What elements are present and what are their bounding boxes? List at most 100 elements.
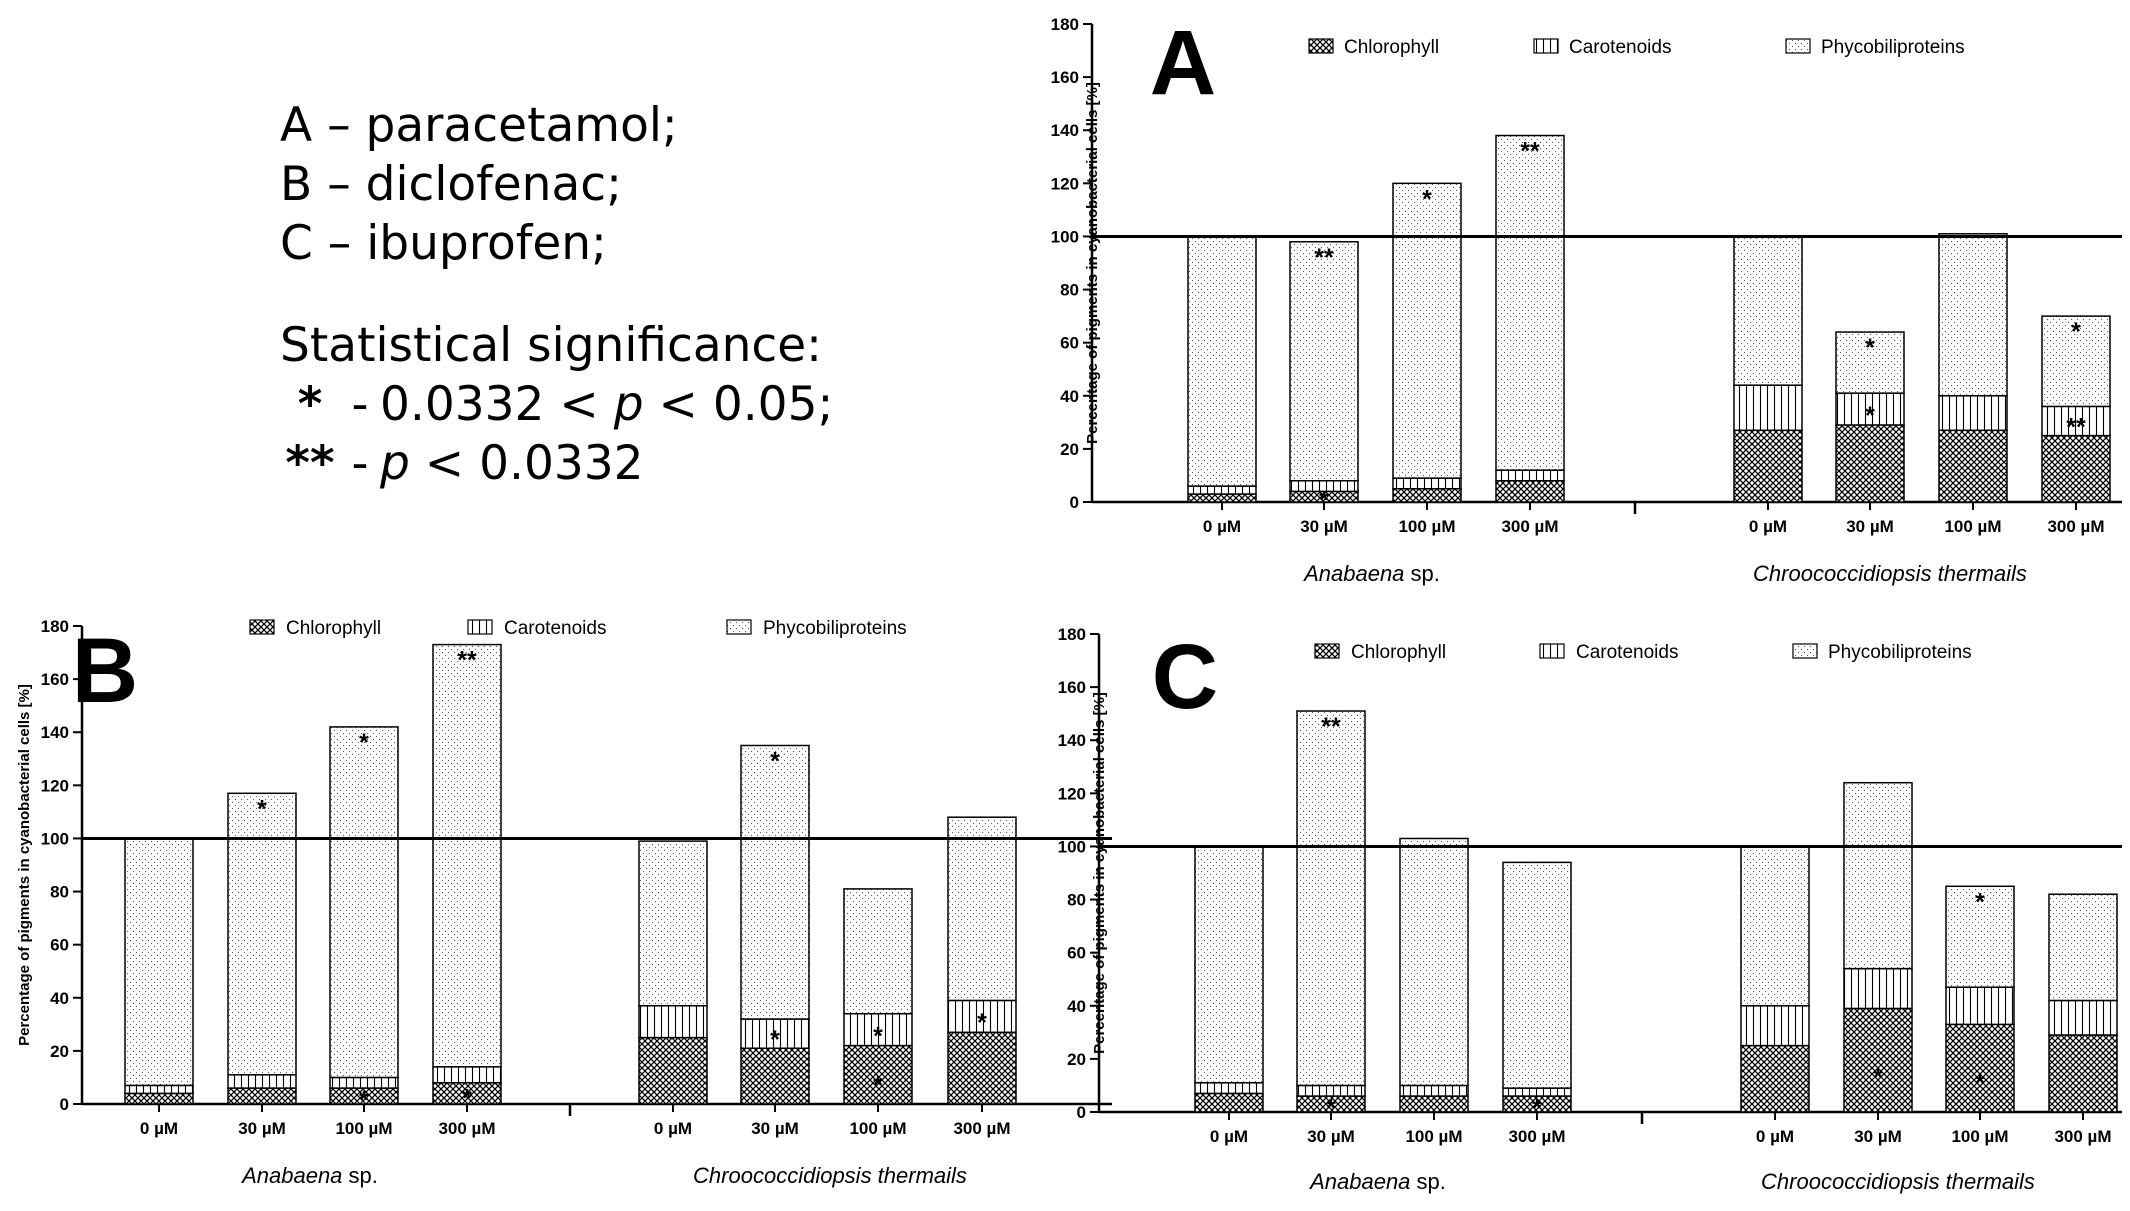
bar-chlorophyll (1843, 1007, 1913, 1113)
legend-label-phycobiliproteins: Phycobiliproteins (1821, 37, 1965, 58)
bar-chlorophyll (1945, 1023, 2015, 1113)
panel-letter-a: A (1150, 12, 1216, 114)
legend-swatch-carotenoids (1539, 643, 1565, 659)
x-tick-label: 100 µM (1405, 1127, 1462, 1146)
y-tick-label: 0 (1070, 493, 1079, 512)
x-tick-label: 30 µM (238, 1119, 286, 1138)
legend-swatch-carotenoids (1533, 38, 1559, 54)
x-tick-label: 300 µM (953, 1119, 1010, 1138)
y-axis-label: Percentage of pigments in cyanobacterial… (1091, 692, 1108, 1054)
x-tick-label: 0 µM (654, 1119, 692, 1138)
y-axis-label: Percentage of pigments in cyanobacterial… (1084, 82, 1101, 444)
significance-marker: * (1326, 1094, 1336, 1122)
bar-chlorophyll (1733, 429, 1803, 503)
bar-phycobiliproteins (843, 888, 913, 1015)
x-tick-label: 30 µM (1854, 1127, 1902, 1146)
bar-phycobiliproteins (1733, 235, 1803, 386)
significance-marker: * (873, 1072, 883, 1100)
y-tick-label: 20 (1067, 1050, 1086, 1069)
significance-marker: ** (2066, 413, 2086, 441)
x-tick-label: 300 µM (1501, 517, 1558, 536)
significance-marker: * (462, 1085, 472, 1113)
significance-marker: * (2071, 318, 2081, 346)
bar-carotenoids (843, 1012, 913, 1047)
bar-carotenoids (1835, 392, 1905, 426)
y-tick-label: 140 (41, 723, 69, 742)
bar-phycobiliproteins (432, 643, 502, 1068)
y-tick-label: 160 (1058, 678, 1086, 697)
y-tick-label: 0 (60, 1095, 69, 1114)
panel-letter-c: C (1152, 626, 1218, 728)
significance-marker: * (1975, 1069, 1985, 1097)
x-tick-label: 100 µM (1951, 1127, 2008, 1146)
legend-label-phycobiliproteins: Phycobiliproteins (763, 618, 907, 639)
x-tick-label: 0 µM (140, 1119, 178, 1138)
y-tick-label: 120 (41, 776, 69, 795)
y-tick-label: 120 (1051, 174, 1079, 193)
x-tick-label: 100 µM (849, 1119, 906, 1138)
significance-marker: * (1422, 185, 1432, 213)
x-tick-label: 300 µM (2047, 517, 2104, 536)
significance-marker: ** (1520, 138, 1540, 166)
bar-phycobiliproteins (1843, 781, 1913, 970)
y-tick-label: 80 (1060, 281, 1079, 300)
y-tick-label: 20 (50, 1042, 69, 1061)
significance-marker: * (1319, 486, 1329, 514)
x-tick-label: 100 µM (1398, 517, 1455, 536)
legend-swatch-chlorophyll (249, 619, 275, 635)
legend-swatch-phycobiliproteins (1792, 643, 1818, 659)
legend-label-carotenoids: Carotenoids (1569, 37, 1671, 58)
bar-carotenoids (947, 999, 1017, 1034)
bar-chlorophyll (2048, 1034, 2118, 1113)
bar-phycobiliproteins (1194, 845, 1264, 1084)
bar-phycobiliproteins (124, 837, 194, 1087)
x-tick-label: 300 µM (2054, 1127, 2111, 1146)
significance-marker: * (770, 1026, 780, 1054)
bar-phycobiliproteins (2041, 315, 2111, 408)
y-tick-label: 140 (1058, 731, 1086, 750)
x-tick-label: 0 µM (1203, 517, 1241, 536)
x-tick-label: 0 µM (1210, 1127, 1248, 1146)
x-tick-label: 0 µM (1756, 1127, 1794, 1146)
y-tick-label: 160 (41, 670, 69, 689)
bar-phycobiliproteins (638, 840, 708, 1007)
bar-carotenoids (2041, 405, 2111, 437)
bar-phycobiliproteins (1495, 134, 1565, 471)
significance-marker: * (1873, 1064, 1883, 1092)
bar-carotenoids (2048, 999, 2118, 1036)
legend-swatch-chlorophyll (1308, 38, 1334, 54)
key-line-a: A – paracetamol; (280, 98, 678, 153)
bar-phycobiliproteins (1945, 885, 2015, 988)
bar-phycobiliproteins (2048, 893, 2118, 1002)
panel-letter-b: B (72, 620, 138, 722)
significance-marker: * (359, 729, 369, 757)
y-tick-label: 180 (1051, 15, 1079, 34)
group-label: Anabaena sp. (1302, 561, 1440, 586)
significance-title: Statistical significance: (280, 318, 823, 373)
legend-swatch-phycobiliproteins (1785, 38, 1811, 54)
y-tick-label: 160 (1051, 68, 1079, 87)
y-tick-label: 40 (50, 989, 69, 1008)
bar-phycobiliproteins (1740, 845, 1810, 1007)
y-tick-label: 120 (1058, 784, 1086, 803)
y-tick-label: 60 (50, 936, 69, 955)
y-tick-label: 40 (1060, 387, 1079, 406)
legend-label-chlorophyll: Chlorophyll (1351, 642, 1446, 663)
legend-label-carotenoids: Carotenoids (1576, 642, 1678, 663)
group-label: Chroococcidiopsis thermails (1761, 1169, 2035, 1194)
y-tick-label: 20 (1060, 440, 1079, 459)
bar-carotenoids (1399, 1084, 1469, 1097)
y-tick-label: 80 (1067, 891, 1086, 910)
x-tick-label: 300 µM (438, 1119, 495, 1138)
bar-phycobiliproteins (1502, 861, 1572, 1089)
key-line-b: B – diclofenac; (280, 157, 622, 212)
bar-chlorophyll (1194, 1092, 1264, 1113)
legend-swatch-carotenoids (467, 619, 493, 635)
significance-marker: * (873, 1022, 883, 1050)
legend-label-carotenoids: Carotenoids (504, 618, 606, 639)
bar-phycobiliproteins (1835, 331, 1905, 394)
x-tick-label: 30 µM (1846, 517, 1894, 536)
significance-marker: ** (1314, 244, 1334, 272)
significance-marker: ** (457, 647, 477, 675)
